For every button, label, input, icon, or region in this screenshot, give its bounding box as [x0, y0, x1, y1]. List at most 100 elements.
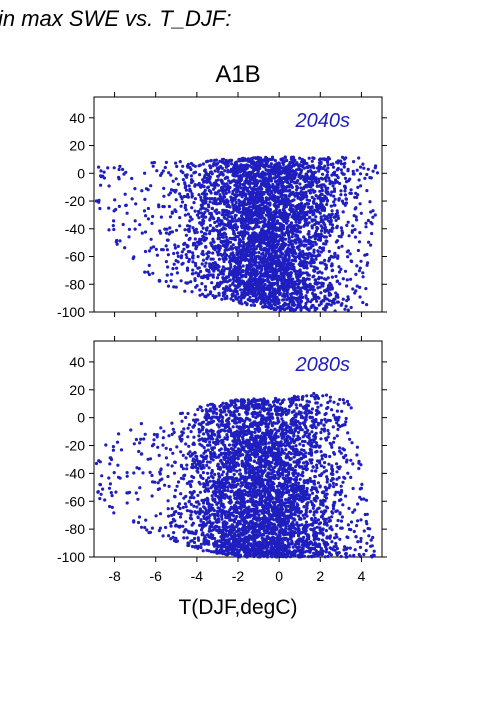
scatter-point — [328, 233, 332, 238]
scatter-point — [261, 224, 265, 228]
scatter-point — [236, 179, 240, 183]
scatter-point — [274, 189, 279, 193]
scatter-point — [233, 216, 237, 220]
scatter-point — [224, 209, 229, 213]
scatter-point — [284, 270, 288, 274]
scatter-point — [213, 192, 217, 196]
scatter-point — [272, 222, 276, 226]
scatter-point — [316, 254, 320, 258]
scatter-point — [305, 271, 309, 275]
scatter-point — [340, 302, 344, 306]
scatter-point — [255, 164, 259, 169]
scatter-point — [173, 208, 177, 212]
scatter-point — [366, 261, 370, 265]
scatter-point — [317, 179, 321, 184]
scatter-point — [263, 286, 267, 290]
scatter-point — [198, 288, 202, 292]
scatter-point — [316, 481, 320, 485]
scatter-point — [299, 196, 303, 200]
scatter-point — [259, 187, 263, 191]
scatter-point — [279, 225, 283, 229]
scatter-point — [323, 258, 327, 262]
scatter-point — [170, 464, 174, 468]
scatter-point — [221, 265, 225, 269]
scatter-point — [273, 212, 277, 217]
scatter-point — [189, 174, 193, 178]
scatter-point — [251, 285, 255, 290]
scatter-point — [275, 215, 279, 219]
scatter-point — [214, 179, 218, 183]
scatter-point — [284, 211, 288, 215]
scatter-point — [335, 226, 339, 230]
scatter-point — [268, 193, 272, 197]
scatter-point — [225, 198, 229, 202]
scatter-point — [307, 184, 311, 188]
scatter-point — [321, 246, 326, 250]
scatter-point — [149, 237, 153, 241]
scatter-point — [358, 202, 362, 206]
scatter-point — [158, 229, 162, 233]
scatter-point — [216, 263, 220, 267]
scatter-point — [369, 220, 373, 225]
scatter-point — [171, 427, 175, 431]
scatter-point — [299, 170, 303, 174]
scatter-point — [207, 251, 211, 255]
scatter-point — [198, 163, 202, 167]
scatter-point — [298, 182, 302, 186]
scatter-point — [271, 157, 275, 161]
scatter-point — [312, 288, 316, 292]
scatter-point — [234, 213, 238, 217]
scatter-point — [277, 210, 281, 214]
scatter-point — [301, 160, 306, 164]
scatter-point — [279, 250, 283, 255]
scatter-point — [248, 260, 252, 264]
scatter-point — [203, 264, 207, 268]
scatter-point — [180, 200, 185, 204]
scatter-point — [329, 218, 333, 222]
scatter-point — [290, 155, 294, 159]
scatter-point — [202, 175, 206, 179]
scatter-point — [268, 234, 272, 238]
scatter-point — [184, 233, 188, 237]
scatter-point — [329, 283, 333, 287]
scatter-point — [344, 304, 348, 308]
scatter-point — [323, 164, 327, 168]
scatter-point — [287, 278, 291, 282]
scatter-point — [286, 185, 290, 189]
scatter-point — [162, 194, 166, 198]
scatter-point — [244, 167, 248, 171]
scatter-point — [356, 185, 360, 189]
scatter-point — [331, 165, 336, 169]
scatter-point — [123, 246, 127, 250]
scatter-point — [256, 187, 260, 191]
scatter-point — [300, 254, 305, 258]
scatter-point — [254, 273, 258, 278]
scatter-point — [325, 202, 329, 207]
scatter-point — [99, 183, 103, 187]
scatter-point — [311, 188, 315, 192]
scatter-point — [354, 215, 358, 219]
scatter-point — [254, 297, 258, 301]
scatter-point — [298, 230, 302, 234]
scatter-point — [298, 220, 302, 224]
scatter-point — [285, 306, 289, 310]
scatter-point — [242, 234, 246, 238]
scatter-point — [257, 263, 262, 267]
scatter-point — [270, 195, 274, 199]
scatter-point — [362, 529, 366, 533]
scatter-point — [330, 190, 334, 194]
scatter-point — [232, 172, 236, 176]
scatter-point — [325, 160, 330, 164]
scatter-point — [157, 203, 161, 207]
scatter-point — [246, 227, 251, 231]
scatter-point — [250, 165, 254, 169]
scatter-point — [185, 509, 189, 513]
scatter-point — [209, 170, 213, 174]
scatter-point — [152, 160, 156, 165]
scatter-point — [343, 193, 348, 197]
scatter-point — [322, 221, 326, 225]
scatter-point — [288, 182, 292, 186]
scatter-point — [268, 225, 272, 229]
scatter-point — [133, 187, 137, 191]
scatter-point — [278, 215, 282, 219]
